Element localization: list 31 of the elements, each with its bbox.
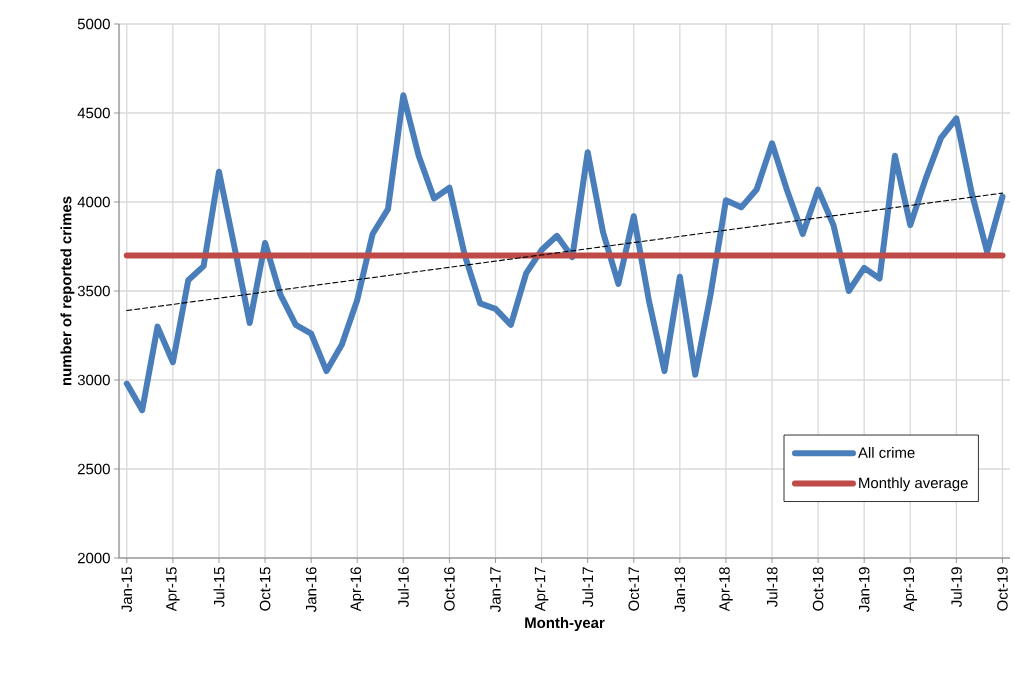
- x-tick-label: Apr-15: [166, 567, 180, 612]
- x-tick-label: Jan-19: [858, 567, 870, 612]
- x-tick-label: Jul-16: [397, 567, 409, 607]
- x-axis-title: Month-year: [525, 617, 605, 631]
- y-tick-label: 2500: [77, 463, 110, 475]
- y-tick-label: 5000: [77, 18, 110, 30]
- x-tick-label: Jul-19: [950, 567, 962, 607]
- x-tick-label: Jan-17: [490, 567, 501, 612]
- x-tick-label: Apr-18: [719, 567, 733, 612]
- x-tick-label: Jan-18: [674, 567, 686, 612]
- y-tick-label: 3500: [77, 285, 110, 297]
- x-tick-label: Jul-15: [213, 567, 225, 607]
- x-tick-label: Apr-19: [903, 567, 918, 612]
- x-tick-label: Apr-16: [350, 567, 364, 612]
- x-tick-label: Jul-17: [582, 567, 594, 607]
- y-tick-label: 2000: [77, 552, 110, 564]
- x-tick-label: Oct-16: [444, 567, 455, 611]
- x-tick-label: Apr-17: [534, 567, 549, 612]
- y-axis-title: number of reported crimes: [60, 196, 75, 386]
- x-tick-label: Oct-18: [812, 567, 824, 611]
- x-tick-label: Oct-19: [997, 567, 1008, 611]
- x-tick-label: Oct-15: [259, 567, 271, 611]
- x-tick-label: Oct-17: [628, 567, 640, 611]
- legend-label: All crime: [858, 447, 915, 458]
- y-tick-label: 3000: [77, 374, 110, 386]
- y-tick-label: 4500: [77, 107, 110, 119]
- y-tick-label: 4000: [77, 196, 110, 208]
- x-tick-label: Jul-18: [766, 567, 778, 607]
- x-tick-label: Jan-16: [305, 567, 317, 612]
- legend-label: Monthly average: [859, 477, 968, 492]
- x-tick-label: Jan-15: [121, 567, 133, 612]
